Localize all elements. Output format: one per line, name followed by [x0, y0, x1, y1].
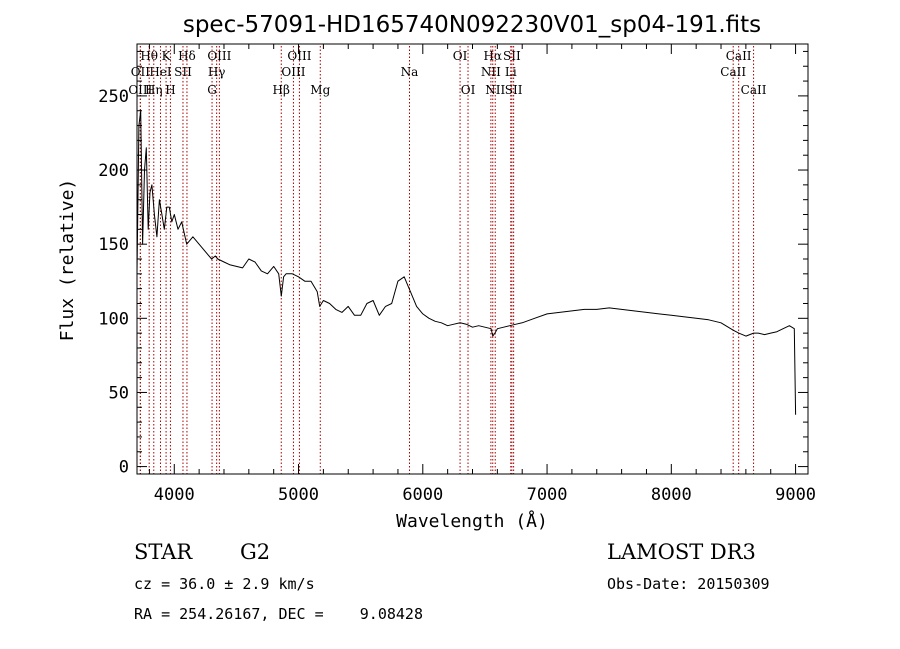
x-tick-label: 6000 — [402, 485, 443, 505]
spectral-line-label: CaII — [726, 49, 752, 63]
y-tick-label: 100 — [98, 309, 129, 329]
spectral-line-label: SII — [503, 49, 521, 63]
spectral-line-label: Na — [401, 65, 419, 79]
spectral-line-label: H — [165, 83, 175, 97]
spectral-line-label: CaII — [720, 65, 746, 79]
y-tick-label: 150 — [98, 235, 129, 255]
series-layer — [136, 110, 797, 415]
x-tick-label: 4000 — [154, 485, 195, 505]
x-tick-label: 9000 — [775, 485, 816, 505]
y-tick-label: 250 — [98, 87, 129, 107]
survey-name: LAMOST DR3 — [607, 540, 756, 564]
spectral-line-label: K — [162, 49, 172, 63]
spectral-line-label: HeI — [149, 65, 172, 79]
y-tick-label: 200 — [98, 161, 129, 181]
spectral-line-label: OI — [461, 83, 476, 97]
spectrum-line — [136, 110, 797, 415]
spectral-line-label: CaII — [741, 83, 767, 97]
spectral-line-label: Hθ — [140, 49, 158, 63]
spectral-line-label: G — [207, 83, 217, 97]
y-axis-label: Flux (relative) — [57, 179, 78, 342]
x-tick-label: 8000 — [651, 485, 692, 505]
spectral-line-label: Hδ — [178, 49, 196, 63]
spectral-line-label: SII — [174, 65, 192, 79]
obs-date-text: Obs-Date: 20150309 — [607, 575, 770, 593]
spectral-line-label: Hγ — [208, 65, 226, 79]
y-tick-label: 0 — [119, 458, 129, 478]
x-axis: 4000 5000 6000 7000 8000 9000 — [148, 44, 816, 505]
y-tick-label: 50 — [109, 383, 129, 403]
spectral-line-label: NII — [481, 65, 501, 79]
spectral-line-label: Hβ — [273, 83, 290, 97]
x-tick-label: 7000 — [527, 485, 568, 505]
spectral-line-label: OIII — [207, 49, 231, 63]
spectral-line-label: OI — [453, 49, 468, 63]
spectral-line-label: OIII — [287, 49, 311, 63]
object-subclass: G2 — [240, 540, 270, 564]
x-tick-label: 5000 — [278, 485, 319, 505]
spectral-line-label: NII — [485, 83, 505, 97]
x-axis-label: Wavelength (Å) — [396, 510, 548, 532]
spectral-line-label: Mg — [310, 83, 330, 97]
plot-frame — [136, 43, 809, 475]
redshift-text: cz = 36.0 ± 2.9 km/s — [134, 575, 315, 593]
chart-title: spec-57091-HD165740N092230V01_sp04-191.f… — [183, 12, 761, 38]
coordinates-text: RA = 254.26167, DEC = 9.08428 — [134, 605, 423, 623]
spectral-line-label: Hη — [145, 83, 163, 97]
object-type: STAR — [134, 540, 193, 564]
spectral-line-label: SII — [505, 83, 523, 97]
spectral-line-label: OIII — [128, 83, 152, 97]
spectral-line-label: Li — [505, 65, 517, 79]
spectral-line-label: Hα — [483, 49, 502, 63]
y-axis: 0 50 100 150 200 250 — [98, 50, 808, 478]
spectral-line-label: OIII — [281, 65, 305, 79]
